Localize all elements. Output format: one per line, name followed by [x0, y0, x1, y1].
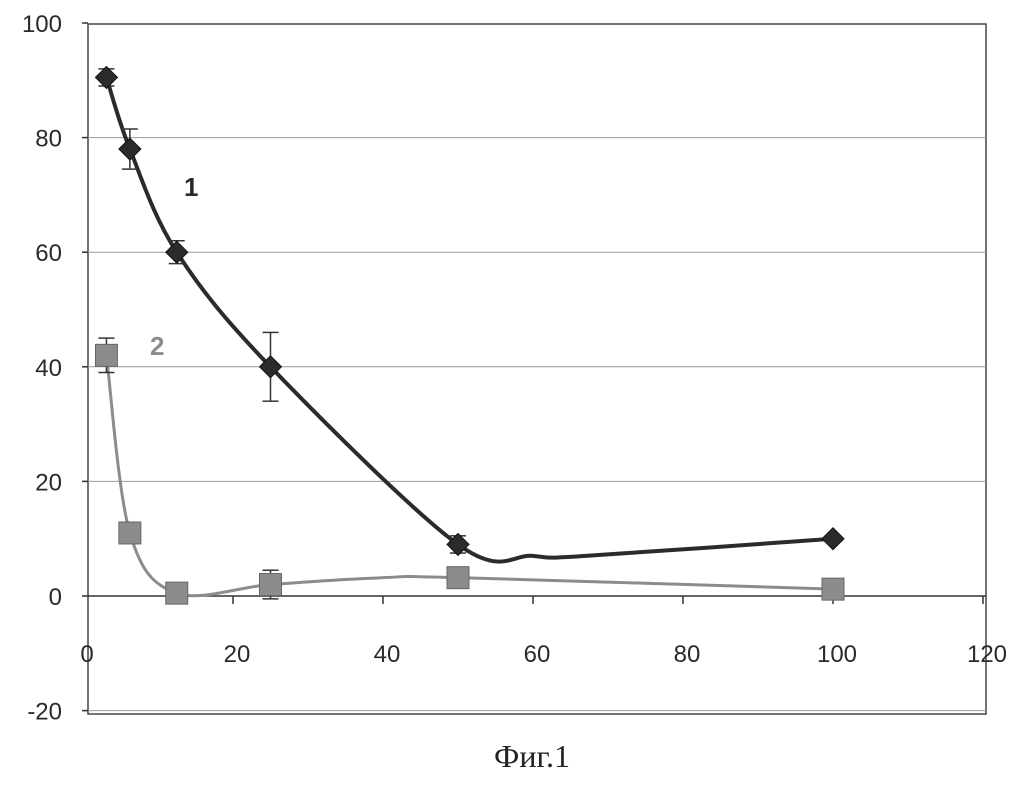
y-tick-label: 60	[35, 240, 62, 267]
x-tick-label: 120	[967, 641, 1007, 668]
y-tick-label: 0	[49, 584, 62, 611]
series-1-label: 1	[184, 172, 198, 202]
data-point	[822, 578, 844, 600]
data-point	[447, 567, 469, 589]
x-tick-label: 80	[674, 641, 701, 668]
series-2-label: 2	[150, 331, 164, 361]
x-tick-label: 40	[374, 641, 401, 668]
x-tick-label: 60	[524, 641, 551, 668]
x-tick-label: 20	[224, 641, 251, 668]
data-point	[260, 574, 282, 596]
x-tick-label: 100	[817, 641, 857, 668]
y-tick-label: 80	[35, 126, 62, 153]
y-tick-label: -20	[27, 699, 62, 726]
x-tick-label: 0	[80, 641, 93, 668]
y-tick-label: 40	[35, 355, 62, 382]
y-tick-label: 20	[35, 469, 62, 496]
figure-caption: Фиг.1	[494, 738, 570, 774]
data-point	[166, 582, 188, 604]
y-tick-labels: -20 0 20 40 60 80 100	[22, 11, 62, 726]
data-point	[119, 522, 141, 544]
y-tick-label: 100	[22, 11, 62, 38]
data-point	[95, 344, 117, 366]
plot-area	[88, 24, 986, 714]
